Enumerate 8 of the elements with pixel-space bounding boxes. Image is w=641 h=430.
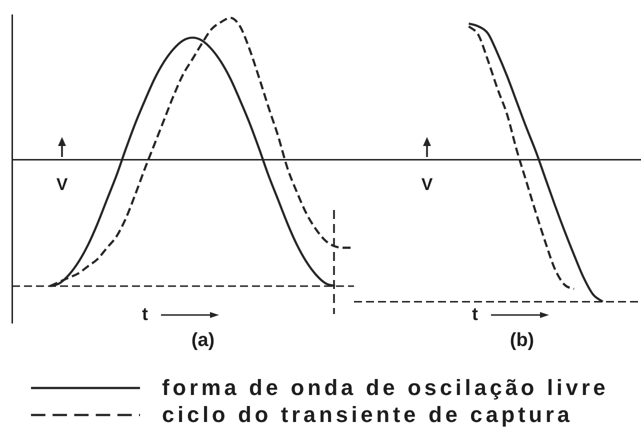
y-axis-title: V <box>56 175 68 194</box>
text: (a) <box>191 330 215 351</box>
x-axis-title: t <box>142 304 148 324</box>
legend-label: ciclo do transiente de captura <box>162 401 573 428</box>
y-axis-title: V <box>421 175 433 194</box>
x-axis-title: t <box>472 304 478 324</box>
legend-label: forma de onda de oscilação livre <box>162 374 609 401</box>
text: (b) <box>510 330 534 351</box>
